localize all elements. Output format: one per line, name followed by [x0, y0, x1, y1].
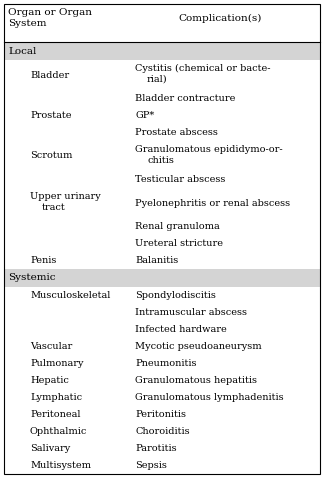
Text: Prostate: Prostate	[30, 111, 72, 120]
Text: Systemic: Systemic	[8, 274, 55, 282]
Text: Musculoskeletal: Musculoskeletal	[30, 291, 110, 300]
Text: Pulmonary: Pulmonary	[30, 359, 84, 368]
Text: Organ or Organ
System: Organ or Organ System	[8, 8, 92, 28]
Bar	[4, 269, 320, 287]
Text: Upper urinary: Upper urinary	[30, 192, 101, 201]
Text: Ophthalmic: Ophthalmic	[30, 427, 87, 436]
Text: Pyelonephritis or renal abscess: Pyelonephritis or renal abscess	[135, 198, 290, 207]
Text: Mycotic pseudoaneurysm: Mycotic pseudoaneurysm	[135, 342, 261, 351]
Text: Testicular abscess: Testicular abscess	[135, 175, 226, 184]
Text: Multisystem: Multisystem	[30, 461, 91, 470]
Text: Pneumonitis: Pneumonitis	[135, 359, 196, 368]
Text: Complication(s): Complication(s)	[178, 14, 262, 22]
Text: Local: Local	[8, 46, 36, 56]
Text: Intramuscular abscess: Intramuscular abscess	[135, 308, 247, 317]
Text: Vascular: Vascular	[30, 342, 72, 351]
Text: Hepatic: Hepatic	[30, 376, 69, 385]
Text: Renal granuloma: Renal granuloma	[135, 222, 220, 231]
Text: Bladder: Bladder	[30, 70, 69, 80]
Text: chitis: chitis	[147, 156, 174, 165]
Text: GP*: GP*	[135, 111, 154, 120]
Text: Prostate abscess: Prostate abscess	[135, 128, 218, 137]
Text: Lymphatic: Lymphatic	[30, 393, 82, 402]
Text: Sepsis: Sepsis	[135, 461, 167, 470]
Text: Parotitis: Parotitis	[135, 444, 177, 453]
Text: tract: tract	[42, 203, 66, 212]
Text: Granulomatous epididymo-or-: Granulomatous epididymo-or-	[135, 145, 283, 154]
Text: Spondylodiscitis: Spondylodiscitis	[135, 291, 216, 300]
Text: Granulomatous hepatitis: Granulomatous hepatitis	[135, 376, 257, 385]
Bar	[4, 42, 320, 60]
Text: rial): rial)	[147, 75, 168, 84]
Text: Peritoneal: Peritoneal	[30, 410, 80, 419]
Text: Ureteral stricture: Ureteral stricture	[135, 239, 223, 248]
Text: Peritonitis: Peritonitis	[135, 410, 186, 419]
Text: Salivary: Salivary	[30, 444, 70, 453]
Text: Cystitis (chemical or bacte-: Cystitis (chemical or bacte-	[135, 64, 271, 73]
Text: Scrotum: Scrotum	[30, 152, 72, 160]
Text: Granulomatous lymphadenitis: Granulomatous lymphadenitis	[135, 393, 284, 402]
Text: Penis: Penis	[30, 256, 56, 265]
Text: Balanitis: Balanitis	[135, 256, 178, 265]
Text: Choroiditis: Choroiditis	[135, 427, 190, 436]
Text: Bladder contracture: Bladder contracture	[135, 94, 235, 103]
Text: Infected hardware: Infected hardware	[135, 325, 227, 334]
